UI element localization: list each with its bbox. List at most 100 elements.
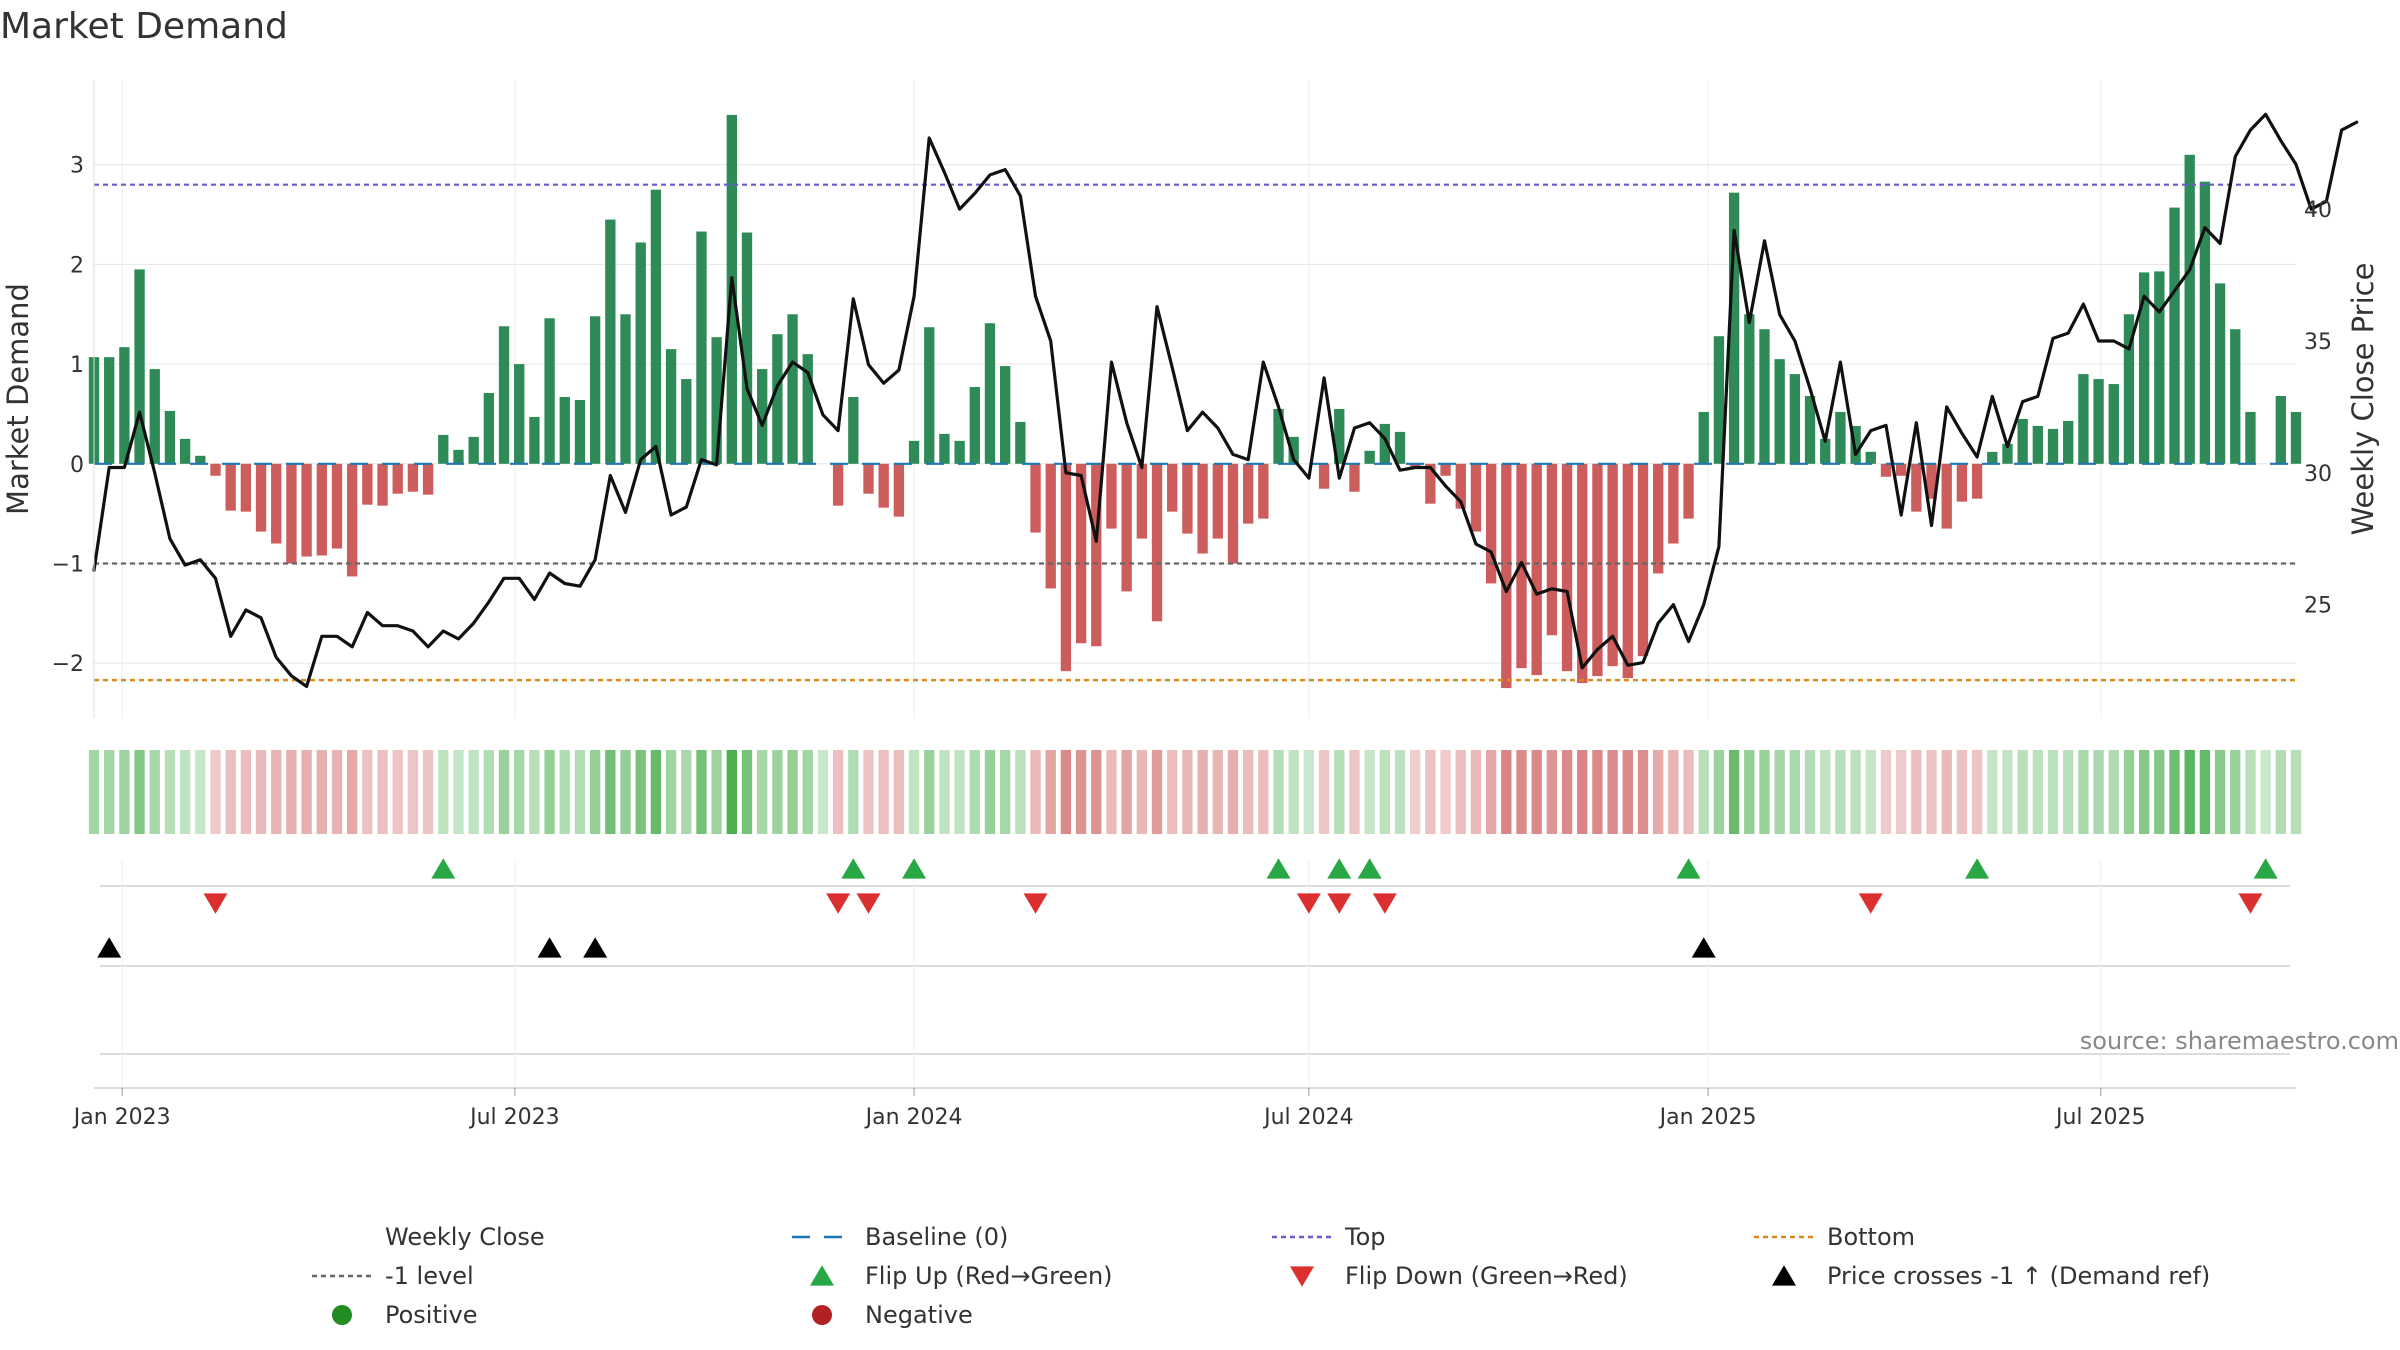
demand-bar <box>498 326 510 464</box>
heat-cell <box>2047 750 2059 834</box>
heat-cell <box>1334 750 1345 834</box>
flip-down-marker <box>1858 893 1883 914</box>
flip-up-marker <box>1327 858 1352 879</box>
heat-cell <box>741 750 753 834</box>
price-cross-marker <box>583 937 608 958</box>
y2-axis-title: Weekly Close Price <box>2346 263 2380 536</box>
demand-bar <box>772 334 783 464</box>
legend-item-close: Weekly Close <box>385 1223 545 1251</box>
heat-cell <box>1698 750 1709 834</box>
demand-bar <box>574 399 586 464</box>
heat-cell <box>1060 750 1072 834</box>
demand-bar <box>1820 438 1831 464</box>
legend-label: Flip Down (Green→Red) <box>1345 1262 1628 1290</box>
demand-bar <box>757 369 768 464</box>
heat-cell <box>149 750 160 834</box>
y-axis-title: Market Demand <box>1 283 35 515</box>
demand-bar <box>1789 374 1801 464</box>
heat-cell <box>1379 750 1390 834</box>
heat-cell <box>1744 750 1755 834</box>
demand-bar <box>2230 329 2241 464</box>
close-price-layer <box>92 112 2359 689</box>
heat-cell <box>210 750 221 834</box>
demand-bar <box>787 314 798 464</box>
demand-bar <box>2123 314 2135 464</box>
heat-cell <box>377 750 388 834</box>
demand-bar <box>2275 396 2286 464</box>
price-cross-marker <box>1691 937 1716 958</box>
demand-bar <box>681 379 692 464</box>
demand-bar <box>119 347 130 464</box>
flip-down-marker <box>1327 893 1352 914</box>
heat-cell <box>772 750 783 834</box>
y-tick-label: 2 <box>70 253 84 278</box>
heat-cell <box>2260 750 2271 834</box>
heat-cell <box>1987 750 1998 834</box>
demand-bar <box>696 231 707 464</box>
heat-cell <box>1926 750 1937 834</box>
source-credit: source: sharemaestro.com <box>2080 1027 2399 1055</box>
flip-down-marker <box>2238 893 2263 914</box>
heat-cell <box>179 750 191 834</box>
y-tick-label: 0 <box>70 453 84 478</box>
heat-cell <box>1728 750 1740 834</box>
heat-cell <box>1273 750 1284 834</box>
heat-cell <box>893 750 905 834</box>
demand-bar <box>2093 379 2104 464</box>
heat-cell <box>939 750 950 834</box>
demand-bar <box>1744 314 1755 464</box>
flip-down-marker <box>1372 893 1397 914</box>
legend-item-positive-dot: Positive <box>332 1301 478 1329</box>
demand-bar <box>1759 329 1770 464</box>
legend-label: Negative <box>865 1301 973 1329</box>
heat-cell <box>1318 750 1330 834</box>
y2-tick-label: 35 <box>2304 330 2332 355</box>
chart-title: Market Demand <box>0 6 288 47</box>
heat-cell <box>438 750 449 834</box>
demand-bar <box>195 455 206 464</box>
demand-bar <box>316 463 327 556</box>
legend-label: Positive <box>385 1301 478 1329</box>
demand-bar <box>1713 336 1725 464</box>
demand-bar <box>802 354 813 464</box>
heat-cell <box>1941 750 1952 834</box>
legend-item-flip-up: Flip Up (Red→Green) <box>810 1262 1113 1290</box>
demand-bar <box>134 269 145 464</box>
heat-cell <box>863 750 874 834</box>
heat-cell <box>665 750 677 834</box>
heat-cell <box>468 750 479 834</box>
heat-cell <box>1106 750 1117 834</box>
price-cross-marker <box>97 937 122 958</box>
demand-bar <box>1501 463 1512 689</box>
heat-cell <box>1364 750 1375 834</box>
demand-bar <box>1941 463 1952 529</box>
y2-tick-label: 25 <box>2304 594 2332 619</box>
demand-bar <box>347 463 358 577</box>
legend-label: Flip Up (Red→Green) <box>865 1262 1113 1290</box>
demand-bar <box>179 438 191 464</box>
heat-cell <box>2245 750 2256 834</box>
demand-bar <box>741 232 753 464</box>
heat-cell <box>1091 750 1102 834</box>
demand-bar <box>1865 451 1876 464</box>
demand-bar <box>1971 463 1983 499</box>
demand-bar <box>1728 192 1740 464</box>
heat-cell <box>422 750 434 834</box>
heat-cell <box>924 750 935 834</box>
heat-cell <box>1440 750 1451 834</box>
heat-cell <box>164 750 176 834</box>
heat-cell <box>1425 750 1436 834</box>
demand-bar <box>1045 463 1056 589</box>
demand-bar <box>149 369 160 464</box>
demand-bar <box>1577 463 1588 684</box>
demand-bar <box>271 463 282 544</box>
heat-cell <box>2063 750 2074 834</box>
heat-cell <box>2017 750 2028 834</box>
heat-cell <box>1820 750 1831 834</box>
demand-bar <box>1653 463 1664 574</box>
heat-cell <box>757 750 768 834</box>
heat-cell <box>453 750 464 834</box>
weekly-close-line <box>92 112 2359 689</box>
demand-bar <box>1167 463 1178 512</box>
demand-bar <box>1926 463 1937 499</box>
